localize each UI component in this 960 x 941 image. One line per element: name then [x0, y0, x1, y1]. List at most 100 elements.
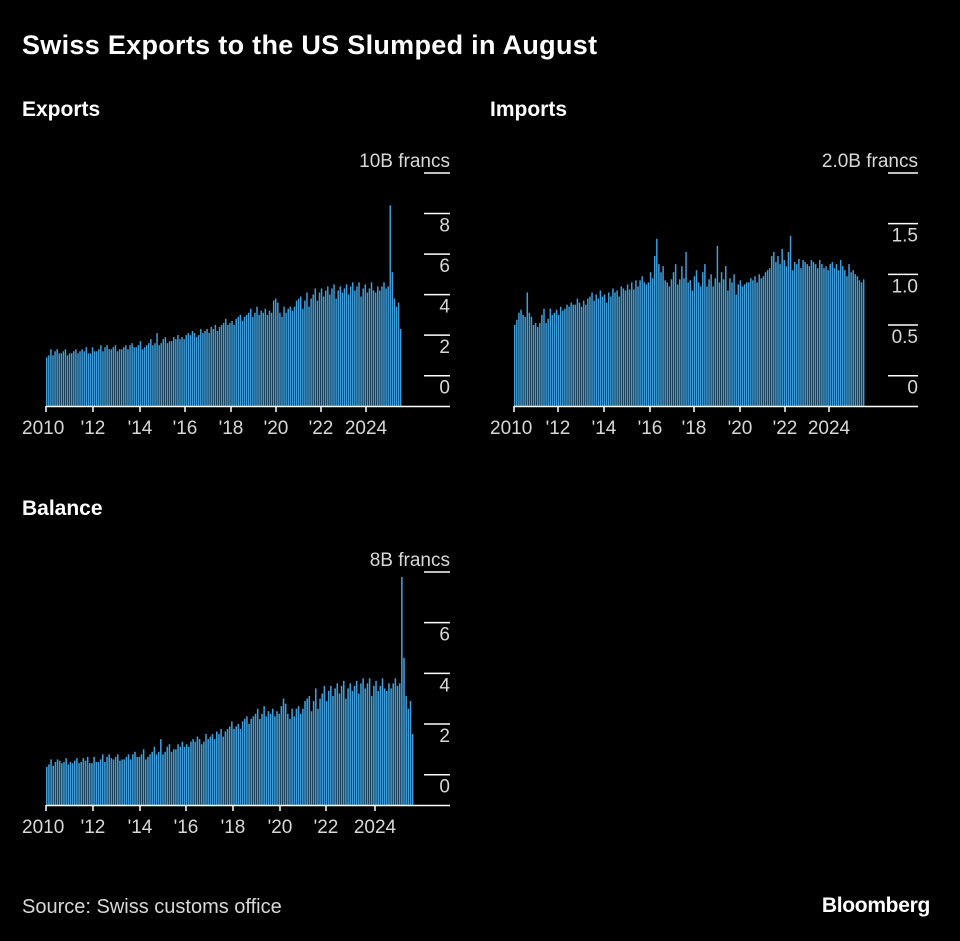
exports-bar [289, 306, 292, 406]
imports-bar [743, 284, 746, 406]
imports-bar [708, 279, 710, 406]
balance-bar [235, 726, 237, 805]
imports-bar [693, 276, 696, 406]
imports-bar [842, 266, 844, 406]
imports-bar [768, 268, 771, 406]
exports-bar [156, 333, 158, 406]
balance-bar [211, 734, 214, 805]
exports-bar [148, 343, 150, 406]
imports-bar [754, 276, 756, 406]
exports-bar [81, 349, 83, 406]
exports-bar [183, 339, 185, 406]
balance-bar [342, 680, 345, 805]
balance-bar [166, 746, 169, 805]
imports-bar [785, 266, 788, 406]
balance-bar [409, 701, 412, 805]
balance-bar [327, 690, 330, 805]
exports-bar [368, 288, 371, 406]
balance-bar [239, 728, 242, 805]
imports-bar [833, 268, 836, 406]
balance-bar [396, 685, 399, 805]
imports-bar [683, 278, 685, 406]
balance-bar [73, 760, 76, 805]
imports-bar [827, 270, 829, 406]
balance-bar [218, 734, 220, 805]
exports-bar [391, 272, 394, 406]
exports-bar [181, 337, 183, 406]
exports-bar [374, 292, 377, 406]
balance-bar [134, 751, 136, 805]
exports-bar [108, 349, 110, 406]
balance-bar [302, 708, 304, 805]
exports-bar [58, 353, 60, 406]
balance-bar [250, 718, 252, 805]
imports-bar [572, 304, 574, 406]
balance-bar [407, 708, 410, 805]
imports-bar [522, 314, 524, 406]
imports-bar [735, 294, 737, 406]
source-note: Source: Swiss customs office [22, 896, 282, 918]
exports-bar [120, 349, 123, 406]
balance-x-tick-label: '14 [128, 817, 153, 838]
balance-bar [280, 706, 283, 805]
balance-bar [362, 678, 364, 805]
imports-bar [739, 280, 742, 406]
imports-bar [829, 264, 831, 406]
exports-bar [370, 282, 373, 406]
imports-bar [618, 296, 620, 406]
imports-bar [808, 266, 811, 406]
imports-bar [729, 278, 731, 406]
exports-bar [304, 300, 306, 406]
imports-bar [854, 274, 857, 406]
exports-bar [206, 328, 208, 406]
balance-bar [287, 713, 289, 805]
imports-bar [576, 298, 579, 406]
exports-bar [327, 286, 329, 406]
imports-bar [568, 306, 570, 406]
balance-bar [284, 703, 287, 805]
balance-bar [207, 739, 209, 805]
balance-bar [190, 741, 192, 805]
exports-y-tick-label: 2 [439, 337, 450, 358]
imports-bar [783, 260, 786, 406]
exports-x-tick-label: 2010 [22, 418, 64, 439]
exports-bar [295, 300, 298, 406]
balance-bar [76, 758, 78, 805]
imports-bar [666, 282, 669, 406]
exports-bar [389, 205, 391, 406]
balance-bar [54, 761, 57, 805]
balance-bar [233, 728, 235, 805]
exports-bar [395, 306, 398, 406]
imports-bar [551, 314, 554, 406]
balance-bar [164, 751, 166, 805]
exports-bar [385, 288, 387, 406]
imports-bar [835, 264, 838, 406]
balance-bar [241, 721, 244, 806]
balance-bar [383, 688, 386, 805]
exports-bar [272, 300, 275, 406]
imports-bar [731, 282, 733, 406]
balance-bar [117, 754, 119, 805]
imports-bar [599, 290, 602, 406]
balance-bar [52, 765, 55, 805]
imports-bar [679, 279, 681, 406]
balance-bar [254, 713, 257, 805]
balance-bar [183, 746, 186, 805]
exports-bar [175, 339, 177, 406]
imports-bar [800, 268, 802, 406]
exports-bar [314, 288, 317, 406]
balance-bar [411, 734, 414, 805]
balance-bar [216, 731, 218, 805]
balance-bar [93, 756, 95, 805]
exports-bar [349, 286, 352, 406]
balance-bar [312, 701, 315, 805]
imports-bar [518, 312, 520, 406]
imports-bar [681, 266, 683, 406]
balance-bar [403, 658, 405, 805]
balance-bar [360, 683, 362, 805]
imports-bar [547, 318, 549, 406]
balance-bar [373, 685, 375, 805]
exports-bar [293, 306, 296, 406]
balance-bar [80, 761, 82, 805]
imports-bar [631, 282, 633, 406]
